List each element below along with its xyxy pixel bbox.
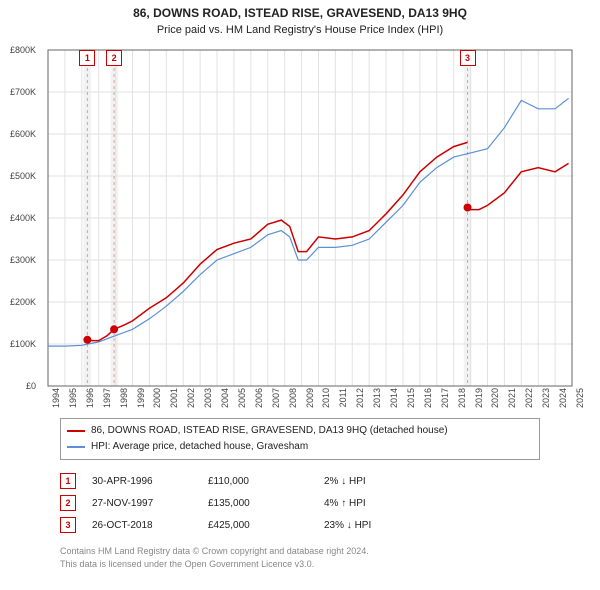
x-tick-label: 2002	[186, 388, 196, 418]
event-date-3: 26-OCT-2018	[92, 520, 192, 531]
x-tick-label: 1996	[85, 388, 95, 418]
chart-svg	[40, 46, 580, 396]
chart-title: 86, DOWNS ROAD, ISTEAD RISE, GRAVESEND, …	[0, 0, 600, 20]
x-tick-label: 2024	[558, 388, 568, 418]
x-tick-label: 2010	[321, 388, 331, 418]
x-tick-label: 2021	[507, 388, 517, 418]
footer-line2: This data is licensed under the Open Gov…	[60, 558, 369, 571]
footer-attribution: Contains HM Land Registry data © Crown c…	[60, 545, 369, 571]
y-tick-label: £700K	[0, 87, 36, 97]
event-date-1: 30-APR-1996	[92, 476, 192, 487]
x-tick-label: 2025	[575, 388, 585, 418]
event-row-2: 2 27-NOV-1997 £135,000 4% ↑ HPI	[60, 492, 424, 514]
x-tick-label: 2023	[541, 388, 551, 418]
plot-area: 123£0£100K£200K£300K£400K£500K£600K£700K…	[40, 46, 580, 396]
x-tick-label: 1995	[68, 388, 78, 418]
event-idx-1: 1	[60, 473, 76, 489]
event-marker-3: 3	[460, 50, 476, 66]
x-tick-label: 2006	[254, 388, 264, 418]
legend-item-property: 86, DOWNS ROAD, ISTEAD RISE, GRAVESEND, …	[67, 423, 533, 439]
x-tick-label: 2017	[440, 388, 450, 418]
event-delta-2: 4% ↑ HPI	[324, 498, 424, 509]
x-tick-label: 1994	[51, 388, 61, 418]
legend: 86, DOWNS ROAD, ISTEAD RISE, GRAVESEND, …	[60, 418, 540, 460]
event-price-1: £110,000	[208, 476, 308, 487]
event-marker-1: 1	[79, 50, 95, 66]
legend-swatch-property	[67, 430, 85, 432]
y-tick-label: £600K	[0, 129, 36, 139]
x-tick-label: 2018	[457, 388, 467, 418]
legend-label-hpi: HPI: Average price, detached house, Grav…	[91, 439, 308, 455]
footer-line1: Contains HM Land Registry data © Crown c…	[60, 545, 369, 558]
event-price-3: £425,000	[208, 520, 308, 531]
y-tick-label: £400K	[0, 213, 36, 223]
x-tick-label: 2015	[406, 388, 416, 418]
event-row-3: 3 26-OCT-2018 £425,000 23% ↓ HPI	[60, 514, 424, 536]
x-tick-label: 2008	[288, 388, 298, 418]
x-tick-label: 1999	[136, 388, 146, 418]
x-tick-label: 2020	[490, 388, 500, 418]
x-tick-label: 2014	[389, 388, 399, 418]
x-tick-label: 2003	[203, 388, 213, 418]
legend-swatch-hpi	[67, 446, 85, 448]
y-tick-label: £300K	[0, 255, 36, 265]
x-tick-label: 2007	[271, 388, 281, 418]
y-tick-label: £800K	[0, 45, 36, 55]
x-tick-label: 2001	[169, 388, 179, 418]
x-tick-label: 2016	[423, 388, 433, 418]
x-tick-label: 2012	[355, 388, 365, 418]
event-delta-1: 2% ↓ HPI	[324, 476, 424, 487]
chart-container: 86, DOWNS ROAD, ISTEAD RISE, GRAVESEND, …	[0, 0, 600, 590]
event-idx-3: 3	[60, 517, 76, 533]
event-delta-3: 23% ↓ HPI	[324, 520, 424, 531]
event-marker-2: 2	[106, 50, 122, 66]
events-table: 1 30-APR-1996 £110,000 2% ↓ HPI 2 27-NOV…	[60, 470, 424, 536]
x-tick-label: 2022	[524, 388, 534, 418]
legend-item-hpi: HPI: Average price, detached house, Grav…	[67, 439, 533, 455]
y-tick-label: £500K	[0, 171, 36, 181]
legend-label-property: 86, DOWNS ROAD, ISTEAD RISE, GRAVESEND, …	[91, 423, 448, 439]
y-tick-label: £200K	[0, 297, 36, 307]
x-tick-label: 1997	[102, 388, 112, 418]
event-row-1: 1 30-APR-1996 £110,000 2% ↓ HPI	[60, 470, 424, 492]
x-tick-label: 2019	[474, 388, 484, 418]
x-tick-label: 1998	[119, 388, 129, 418]
x-tick-label: 2011	[338, 388, 348, 418]
x-tick-label: 2013	[372, 388, 382, 418]
x-tick-label: 2004	[220, 388, 230, 418]
y-tick-label: £0	[0, 381, 36, 391]
event-date-2: 27-NOV-1997	[92, 498, 192, 509]
y-tick-label: £100K	[0, 339, 36, 349]
x-tick-label: 2005	[237, 388, 247, 418]
event-price-2: £135,000	[208, 498, 308, 509]
event-idx-2: 2	[60, 495, 76, 511]
x-tick-label: 2009	[305, 388, 315, 418]
x-tick-label: 2000	[152, 388, 162, 418]
chart-subtitle: Price paid vs. HM Land Registry's House …	[0, 20, 600, 42]
